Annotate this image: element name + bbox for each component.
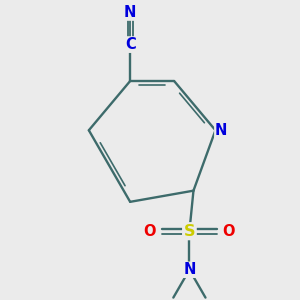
- Text: C: C: [125, 37, 136, 52]
- Text: O: O: [144, 224, 156, 239]
- Text: N: N: [183, 262, 196, 277]
- Text: N: N: [215, 123, 227, 138]
- Text: O: O: [223, 224, 235, 239]
- Text: N: N: [124, 5, 136, 20]
- Text: S: S: [184, 224, 195, 239]
